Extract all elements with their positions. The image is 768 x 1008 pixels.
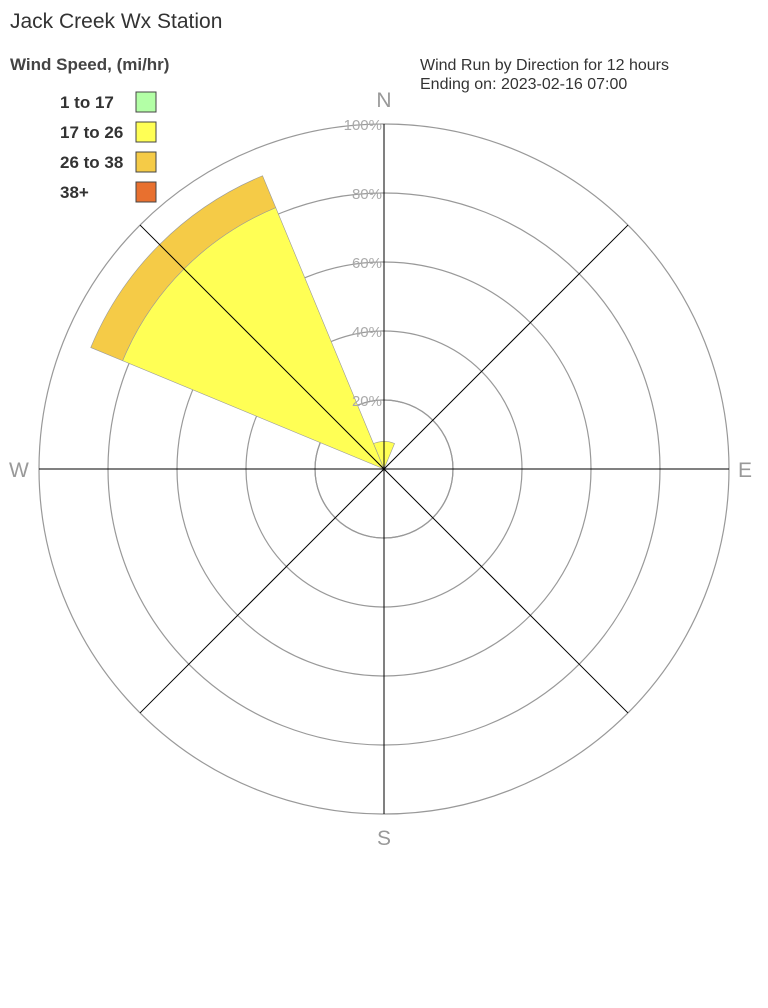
legend-swatch: [135, 181, 157, 203]
legend-label: 38+: [60, 183, 89, 202]
legend-swatch: [135, 91, 157, 113]
legend-label: 26 to 38: [60, 153, 123, 172]
axis-line: [139, 224, 385, 470]
axes: [39, 124, 729, 814]
axis-line: [383, 224, 629, 470]
legend-swatch: [135, 151, 157, 173]
cardinal-label-n: N: [376, 89, 391, 112]
labels: 20% 40% 60% 80% 100% N E S W: [9, 89, 752, 850]
subtitle-line-2: Ending on: 2023-02-16 07:00: [420, 76, 627, 93]
chart-title: Jack Creek Wx Station: [10, 10, 222, 33]
radial-tick-label: 40%: [352, 324, 382, 341]
legend-title: Wind Speed, (mi/hr): [10, 55, 169, 74]
axis-line: [383, 468, 629, 714]
cardinal-label-e: E: [738, 459, 752, 482]
legend-label: 17 to 26: [60, 123, 123, 142]
cardinal-label-w: W: [9, 459, 29, 482]
legend-label: 1 to 17: [60, 93, 114, 112]
radial-tick-label: 60%: [352, 255, 382, 272]
axis-line: [139, 468, 385, 714]
legend-swatch: [135, 121, 157, 143]
legend: 1 to 17 17 to 26 26 to 38 38+: [60, 91, 157, 203]
radial-tick-label: 80%: [352, 186, 382, 203]
cardinal-label-s: S: [377, 827, 391, 850]
wedges: [90, 175, 395, 470]
radial-tick-label: 100%: [344, 117, 382, 134]
radial-tick-label: 20%: [352, 393, 382, 410]
subtitle-line-1: Wind Run by Direction for 12 hours: [420, 57, 669, 74]
